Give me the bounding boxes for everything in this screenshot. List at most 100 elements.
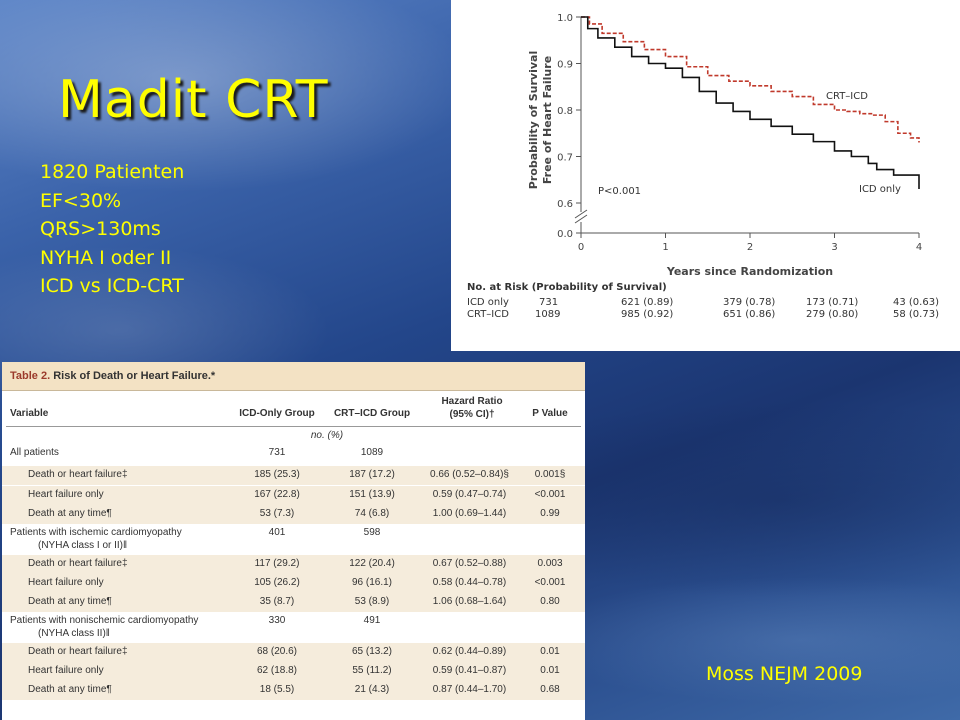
cell-crt-icd: 96 (16.1) <box>351 577 393 588</box>
header-hazard-ratio: Hazard Ratio (95% CI)† <box>441 396 503 420</box>
row-label: Heart failure only <box>28 577 104 588</box>
cell-crt-icd: 151 (13.9) <box>349 489 395 500</box>
fact-qrs: QRS>130ms <box>40 218 161 240</box>
cell-p-value: 0.003 <box>537 558 563 569</box>
at-risk-cell: 379 (0.78) <box>723 297 776 308</box>
y-tick-label: 0.6 <box>557 199 573 210</box>
cell-p-value: 0.01 <box>540 646 560 657</box>
row-label: All patients <box>10 447 59 458</box>
row-label: Death at any time¶ <box>28 508 112 519</box>
at-risk-table: No. at Risk (Probability of Survival) IC… <box>451 282 960 321</box>
table-number: Table 2. <box>10 370 51 382</box>
cell-crt-icd: 491 <box>363 615 381 626</box>
table-row: Patients with ischemic cardiomyopathy (NY… <box>2 524 585 555</box>
cell-p-value: 0.68 <box>540 684 560 695</box>
at-risk-cell: 58 (0.73) <box>893 309 939 320</box>
cell-hazard-ratio: 0.59 (0.47–0.74) <box>432 489 507 500</box>
fact-patients: 1820 Patienten <box>40 161 185 183</box>
cell-crt-icd: 122 (20.4) <box>349 558 395 569</box>
table-row: Heart failure only 62 (18.8) 55 (11.2) 0.59… <box>2 662 585 681</box>
table-row: Death or heart failure‡ 185 (25.3) 187 (17… <box>2 466 585 485</box>
cell-crt-icd: 74 (6.8) <box>354 508 390 519</box>
at-risk-cell: 173 (0.71) <box>806 297 859 308</box>
at-risk-cell: 1089 <box>535 309 561 320</box>
row-label-continued: (NYHA class II)‖ <box>38 628 110 639</box>
cell-crt-icd: 21 (4.3) <box>354 684 390 695</box>
cell-icd-only: 401 <box>268 527 286 538</box>
at-risk-group: CRT–ICD <box>467 309 509 320</box>
at-risk-cell: 651 (0.86) <box>723 309 776 320</box>
x-tick-label: 2 <box>747 242 753 253</box>
cell-crt-icd: 53 (8.9) <box>354 596 390 607</box>
row-label: Death at any time¶ <box>28 684 112 695</box>
cell-crt-icd: 598 <box>363 527 381 538</box>
row-label: Heart failure only <box>28 665 104 676</box>
cell-icd-only: 18 (5.5) <box>259 684 295 695</box>
fact-nyha: NYHA I oder II <box>40 246 172 269</box>
row-label: Patients with nonischemic cardiomyopathy… <box>10 614 198 640</box>
x-tick-label: 3 <box>831 242 837 253</box>
y-tick-label: 0.9 <box>557 60 573 71</box>
y-axis-label: Probability of Survival <box>527 51 540 189</box>
cell-hazard-ratio: 1.00 (0.69–1.44) <box>432 508 507 519</box>
row-label: Death at any time¶ <box>28 596 112 607</box>
cell-p-value: <0.001 <box>534 577 566 588</box>
y-tick-label: 0.0 <box>557 229 573 240</box>
cell-icd-only: 105 (26.2) <box>254 577 300 588</box>
cell-hazard-ratio: 0.58 (0.44–0.78) <box>432 577 507 588</box>
cell-p-value: 0.80 <box>540 596 560 607</box>
header-unit: no. (%) <box>310 430 344 441</box>
cell-hazard-ratio: 1.06 (0.68–1.64) <box>432 596 507 607</box>
series-label-crt-icd: CRT–ICD <box>826 91 868 102</box>
cell-hazard-ratio: 0.67 (0.52–0.88) <box>432 558 507 569</box>
at-risk-row-crt: CRT–ICD 1089 985 (0.92) 651 (0.86) 279 (… <box>451 309 960 321</box>
at-risk-cell: 279 (0.80) <box>806 309 859 320</box>
cell-icd-only: 117 (29.2) <box>254 558 300 569</box>
row-label-text: Patients with ischemic cardiomyopathy <box>10 527 182 538</box>
table-row: All patients 731 1089 <box>2 444 585 462</box>
cell-icd-only: 35 (8.7) <box>259 596 295 607</box>
header-variable: Variable <box>10 408 49 419</box>
y-tick-label: 1.0 <box>557 13 573 24</box>
row-label-text: Patients with nonischemic cardiomyopathy <box>10 615 199 626</box>
cell-crt-icd: 55 (11.2) <box>352 665 392 676</box>
row-label: Patients with ischemic cardiomyopathy (NY… <box>10 526 182 552</box>
table-row: Death at any time¶ 35 (8.7) 53 (8.9) 1.06 (… <box>2 593 585 612</box>
citation: Moss NEJM 2009 <box>706 663 863 685</box>
at-risk-cell: 731 <box>539 297 559 308</box>
at-risk-cell: 43 (0.63) <box>893 297 939 308</box>
row-label: Death or heart failure‡ <box>28 558 128 569</box>
cell-crt-icd: 1089 <box>360 447 384 458</box>
series-crt-icd <box>581 16 920 143</box>
table-caption: Risk of Death or Heart Failure.* <box>50 370 216 382</box>
p-value-annotation: P<0.001 <box>598 186 641 197</box>
table-title-bar: Table 2. Risk of Death or Heart Failure.… <box>2 362 585 391</box>
y-tick-label: 0.7 <box>557 153 573 164</box>
table-row: Death at any time¶ 53 (7.3) 74 (6.8) 1.00 (… <box>2 505 585 524</box>
cell-icd-only: 330 <box>268 615 286 626</box>
x-axis-label: Years since Randomization <box>666 265 833 278</box>
header-p-value: P Value <box>532 408 568 419</box>
cell-hazard-ratio: 0.62 (0.44–0.89) <box>432 646 507 657</box>
table-row: Patients with nonischemic cardiomyopathy… <box>2 612 585 643</box>
table-row: Heart failure only 167 (22.8) 151 (13.9) 0.… <box>2 486 585 505</box>
y-axis-label-line2: Free of Heart Failure <box>541 56 554 184</box>
x-tick-label: 4 <box>916 242 922 253</box>
at-risk-group: ICD only <box>467 297 509 308</box>
table-row: Death or heart failure‡ 68 (20.6) 65 (13.2… <box>2 643 585 662</box>
cell-crt-icd: 187 (17.2) <box>349 469 395 480</box>
row-label: Heart failure only <box>28 489 104 500</box>
slide-title: Madit CRT <box>58 70 329 130</box>
at-risk-header: No. at Risk (Probability of Survival) <box>467 282 667 293</box>
row-label-continued: (NYHA class I or II)‖ <box>38 540 128 551</box>
cell-icd-only: 62 (18.8) <box>256 665 298 676</box>
header-icd: ICD-Only Group <box>239 408 315 419</box>
cell-icd-only: 68 (20.6) <box>256 646 298 657</box>
x-tick-label: 0 <box>578 242 584 253</box>
header-divider <box>6 426 581 427</box>
table-row: Death or heart failure‡ 117 (29.2) 122 (20… <box>2 555 585 574</box>
table-row: Death at any time¶ 18 (5.5) 21 (4.3) 0.87 (… <box>2 681 585 700</box>
cell-icd-only: 53 (7.3) <box>259 508 295 519</box>
cell-icd-only: 731 <box>268 447 286 458</box>
table-title: Table 2. Risk of Death or Heart Failure.… <box>10 370 215 382</box>
